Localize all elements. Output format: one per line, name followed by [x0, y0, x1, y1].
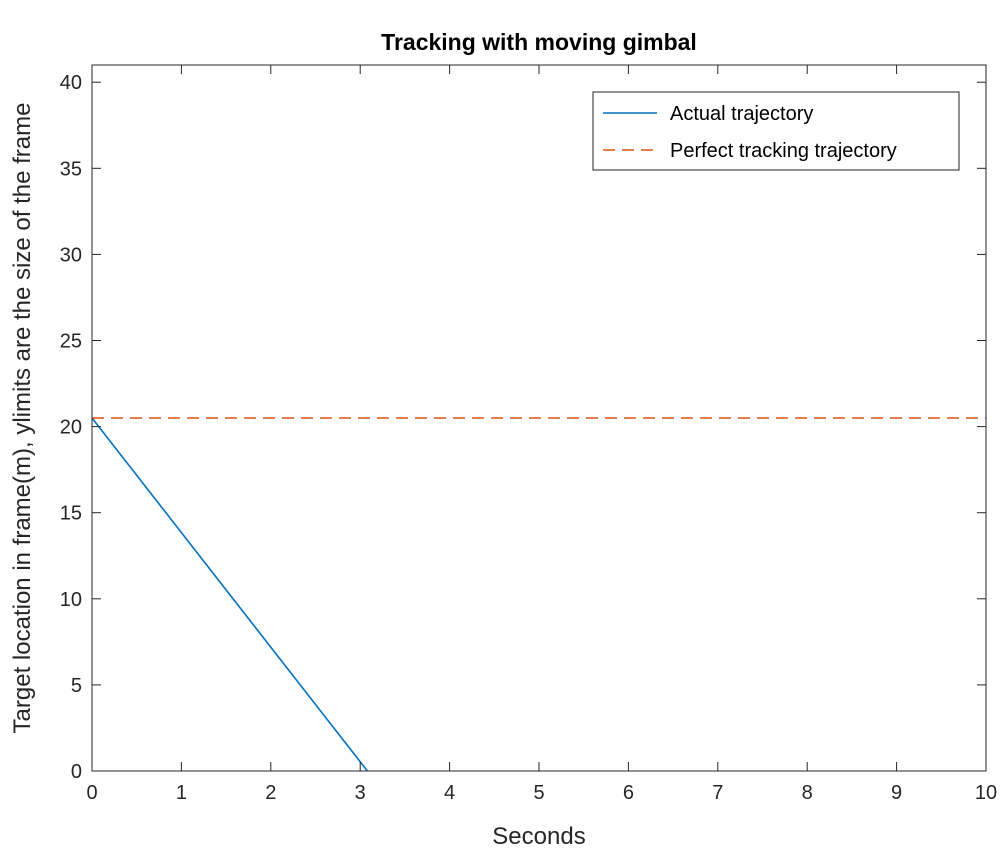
legend-label-1: Actual trajectory — [670, 103, 813, 125]
y-tick-label: 15 — [60, 503, 82, 525]
chart-title: Tracking with moving gimbal — [381, 29, 697, 55]
x-tick-label: 4 — [444, 782, 455, 804]
x-tick-label: 7 — [712, 782, 723, 804]
x-tick-label: 10 — [975, 782, 997, 804]
series-line-1 — [91, 417, 369, 772]
y-tick-label: 35 — [60, 158, 82, 180]
legend-box — [592, 91, 960, 171]
x-tick-label: 2 — [265, 782, 276, 804]
x-tick-label: 1 — [176, 782, 187, 804]
y-axis-label: Target location in frame(m), ylimits are… — [9, 103, 36, 734]
x-tick-label: 5 — [533, 782, 544, 804]
y-tick-label: 10 — [60, 589, 82, 611]
y-tick-label: 0 — [71, 761, 82, 783]
legend: Actual trajectory Perfect tracking trajec… — [592, 91, 960, 171]
y-tick-label: 30 — [60, 244, 82, 266]
y-tick-label: 20 — [60, 417, 82, 439]
x-tick-label: 0 — [86, 782, 97, 804]
legend-label-2: Perfect tracking trajectory — [670, 140, 897, 162]
y-tick-label: 40 — [60, 72, 82, 94]
ticks-layer: 0 1 2 3 4 5 6 7 8 9 10 0 5 10 15 20 25 30 35 40 — [60, 65, 997, 804]
y-tick-label: 5 — [71, 675, 82, 697]
x-tick-label: 9 — [891, 782, 902, 804]
y-tick-label: 25 — [60, 331, 82, 353]
x-tick-label: 3 — [355, 782, 366, 804]
series-layer — [91, 417, 986, 772]
x-tick-label: 6 — [623, 782, 634, 804]
x-tick-label: 8 — [802, 782, 813, 804]
x-axis-label: Seconds — [492, 823, 585, 850]
